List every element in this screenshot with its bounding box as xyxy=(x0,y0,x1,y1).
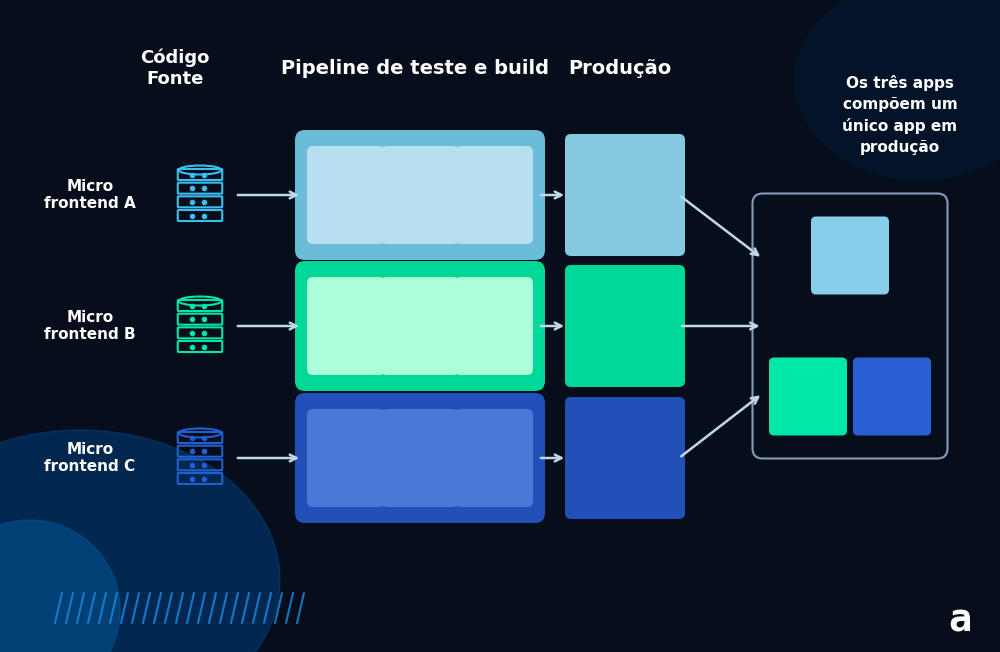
FancyBboxPatch shape xyxy=(565,265,685,387)
Ellipse shape xyxy=(0,430,280,652)
FancyBboxPatch shape xyxy=(381,277,459,375)
Text: Os três apps
compõem um
único app em
produção: Os três apps compõem um único app em pro… xyxy=(842,75,958,155)
FancyBboxPatch shape xyxy=(295,393,545,523)
FancyBboxPatch shape xyxy=(455,409,533,507)
FancyBboxPatch shape xyxy=(307,409,385,507)
FancyBboxPatch shape xyxy=(565,134,685,256)
Ellipse shape xyxy=(0,520,120,652)
FancyBboxPatch shape xyxy=(753,194,948,458)
FancyBboxPatch shape xyxy=(295,261,545,391)
FancyBboxPatch shape xyxy=(565,397,685,519)
Text: Código
Fonte: Código Fonte xyxy=(140,48,210,87)
Ellipse shape xyxy=(795,0,1000,180)
FancyBboxPatch shape xyxy=(769,357,847,436)
Text: Produção: Produção xyxy=(568,59,672,78)
Text: Micro
frontend A: Micro frontend A xyxy=(44,179,136,211)
FancyBboxPatch shape xyxy=(381,409,459,507)
FancyBboxPatch shape xyxy=(381,146,459,244)
FancyBboxPatch shape xyxy=(455,277,533,375)
FancyBboxPatch shape xyxy=(295,130,545,260)
FancyBboxPatch shape xyxy=(811,216,889,295)
Text: Micro
frontend B: Micro frontend B xyxy=(44,310,136,342)
Text: Micro
frontend C: Micro frontend C xyxy=(44,442,136,474)
FancyBboxPatch shape xyxy=(455,146,533,244)
FancyBboxPatch shape xyxy=(307,146,385,244)
Text: a: a xyxy=(948,601,972,639)
FancyBboxPatch shape xyxy=(307,277,385,375)
FancyBboxPatch shape xyxy=(853,357,931,436)
Text: Pipeline de teste e build: Pipeline de teste e build xyxy=(281,59,549,78)
